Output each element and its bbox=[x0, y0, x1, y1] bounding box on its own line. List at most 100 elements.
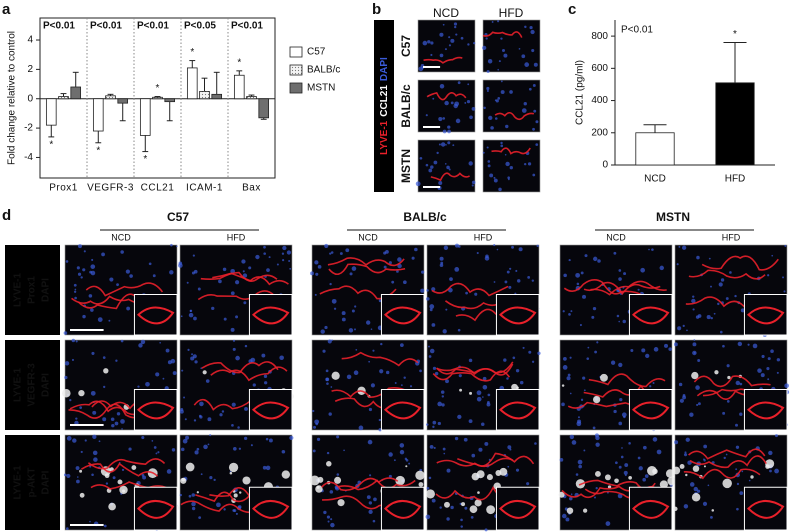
nucleus bbox=[619, 397, 623, 402]
nucleus bbox=[126, 306, 131, 311]
nucleus bbox=[531, 48, 535, 53]
signal bbox=[685, 473, 688, 477]
nucleus bbox=[409, 385, 413, 388]
column-header: HFD bbox=[227, 232, 246, 242]
nucleus bbox=[766, 367, 770, 371]
nucleus bbox=[757, 368, 762, 373]
signal bbox=[765, 459, 775, 469]
nucleus bbox=[180, 447, 185, 452]
nucleus bbox=[192, 354, 197, 359]
nucleus bbox=[684, 451, 687, 454]
nucleus bbox=[776, 358, 781, 362]
vessel bbox=[90, 481, 168, 490]
nucleus bbox=[91, 473, 94, 477]
nucleus bbox=[442, 23, 445, 26]
signal bbox=[337, 499, 345, 507]
signal bbox=[558, 491, 565, 498]
nucleus bbox=[497, 68, 500, 71]
nucleus bbox=[330, 386, 333, 388]
nucleus bbox=[71, 338, 76, 343]
signal bbox=[673, 506, 678, 512]
nucleus bbox=[526, 482, 530, 486]
nucleus bbox=[349, 272, 353, 276]
nucleus bbox=[783, 290, 786, 293]
vessel bbox=[200, 271, 278, 282]
nucleus bbox=[422, 40, 428, 46]
signal bbox=[600, 373, 608, 382]
nucleus bbox=[437, 421, 441, 426]
x-tick-label: ICAM-1 bbox=[186, 183, 223, 194]
nucleus bbox=[621, 412, 627, 418]
bar bbox=[117, 98, 129, 104]
nucleus bbox=[592, 426, 596, 430]
nucleus bbox=[238, 447, 242, 450]
vessel bbox=[341, 351, 419, 367]
nucleus bbox=[76, 479, 80, 484]
nucleus bbox=[329, 282, 332, 286]
nucleus bbox=[577, 416, 580, 419]
nucleus bbox=[76, 476, 79, 478]
signal bbox=[180, 477, 187, 484]
stain-name: LYVE-1 bbox=[13, 465, 24, 500]
nucleus bbox=[388, 474, 392, 478]
signal bbox=[593, 395, 601, 404]
nucleus bbox=[230, 327, 235, 332]
nucleus bbox=[425, 163, 429, 167]
nucleus bbox=[419, 156, 423, 160]
nucleus bbox=[432, 97, 435, 100]
signal bbox=[469, 391, 473, 395]
nucleus bbox=[486, 86, 490, 91]
signal bbox=[104, 473, 110, 479]
nucleus bbox=[438, 143, 441, 146]
nucleus bbox=[450, 505, 454, 510]
bar bbox=[58, 96, 69, 100]
nucleus bbox=[515, 368, 520, 373]
bar bbox=[246, 96, 257, 100]
nucleus bbox=[268, 256, 271, 259]
signal bbox=[444, 501, 450, 508]
signal bbox=[604, 474, 611, 481]
nucleus bbox=[102, 417, 107, 422]
signal bbox=[281, 470, 291, 479]
nucleus bbox=[194, 360, 198, 364]
nucleus bbox=[493, 176, 496, 179]
nucleus bbox=[411, 256, 415, 260]
nucleus bbox=[624, 474, 627, 477]
nucleus bbox=[473, 42, 476, 45]
nucleus bbox=[263, 374, 268, 378]
nucleus bbox=[241, 259, 246, 264]
nucleus bbox=[330, 518, 333, 521]
nucleus bbox=[193, 316, 197, 321]
vessel bbox=[85, 282, 164, 297]
nucleus bbox=[718, 282, 723, 287]
nucleus bbox=[491, 21, 494, 23]
vessel bbox=[494, 111, 535, 121]
nucleus bbox=[535, 143, 539, 147]
nucleus bbox=[630, 349, 634, 353]
nucleus bbox=[689, 482, 695, 487]
nucleus bbox=[74, 296, 77, 300]
panel-label: b bbox=[372, 1, 381, 18]
nucleus bbox=[221, 410, 225, 413]
nucleus bbox=[194, 450, 199, 455]
nucleus bbox=[760, 373, 765, 378]
nucleus bbox=[167, 360, 172, 365]
vessel bbox=[747, 500, 785, 519]
signal bbox=[477, 491, 480, 494]
y-tick-label: 200 bbox=[591, 127, 608, 138]
nucleus bbox=[426, 486, 430, 490]
x-tick-label: NCD bbox=[644, 174, 666, 185]
nucleus bbox=[768, 450, 773, 456]
nucleus bbox=[697, 359, 701, 362]
nucleus bbox=[443, 245, 449, 250]
nucleus bbox=[481, 422, 485, 426]
inset bbox=[495, 389, 540, 431]
nucleus bbox=[620, 455, 624, 459]
nucleus bbox=[457, 414, 462, 420]
nucleus bbox=[196, 447, 200, 451]
signal bbox=[202, 370, 207, 375]
nucleus bbox=[331, 298, 337, 304]
y-tick-label: 2 bbox=[27, 64, 33, 75]
nucleus bbox=[497, 97, 501, 100]
nucleus bbox=[482, 151, 485, 154]
